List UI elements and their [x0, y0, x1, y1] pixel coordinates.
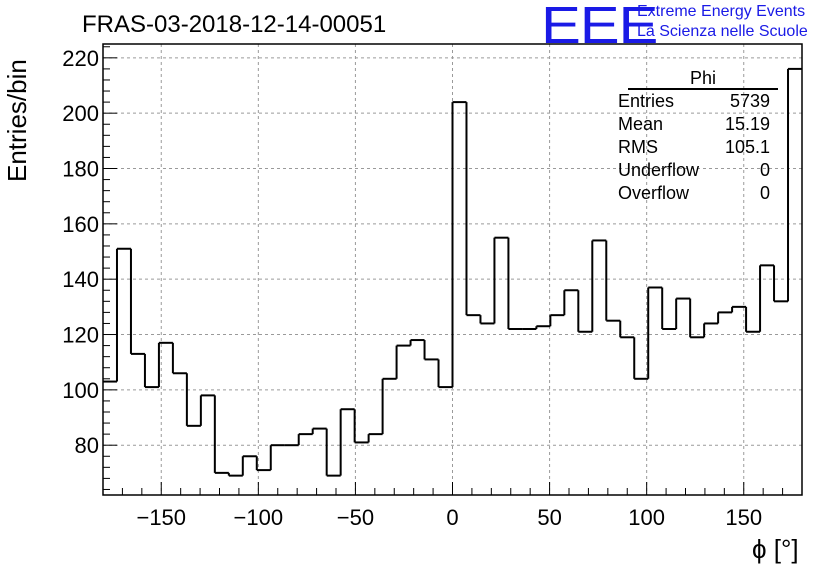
eee-logo: EEE [541, 0, 658, 55]
x-tick-label: −100 [234, 505, 284, 530]
stats-row-entries: Entries 5739 [608, 90, 778, 113]
y-tick-label: 140 [62, 267, 99, 292]
stats-label: Mean [618, 114, 664, 134]
x-axis-label: ϕ [°] [752, 534, 799, 564]
stats-label: Underflow [618, 160, 700, 180]
y-tick-label: 80 [75, 433, 99, 458]
x-tick-label: −50 [337, 505, 374, 530]
y-tick-label: 160 [62, 212, 99, 237]
x-tick-label: 0 [446, 505, 458, 530]
y-axis-label: Entries/bin [2, 59, 32, 182]
x-tick-label: 50 [537, 505, 561, 530]
y-tick-label: 120 [62, 323, 99, 348]
stats-label: RMS [618, 137, 658, 157]
stats-row-overflow: Overflow 0 [608, 182, 778, 205]
stats-label: Entries [618, 91, 675, 111]
x-tick-label: 150 [725, 505, 762, 530]
y-tick-label: 200 [62, 101, 99, 126]
x-tick-label: −150 [136, 505, 186, 530]
y-tick-label: 180 [62, 157, 99, 182]
org-name: Extreme Energy Events [637, 3, 806, 20]
stats-title: Phi [628, 68, 778, 90]
stats-value: 5739 [729, 91, 770, 111]
stats-value: 0 [759, 160, 770, 180]
stats-label: Overflow [618, 183, 690, 203]
stats-row-underflow: Underflow 0 [608, 159, 778, 182]
stats-value: 105.1 [724, 137, 770, 157]
chart-title: FRAS-03-2018-12-14-00051 [82, 11, 387, 38]
stats-row-mean: Mean 15.19 [608, 113, 778, 136]
org-subtitle: La Scienza nelle Scuole [637, 23, 808, 40]
x-tick-label: 100 [628, 505, 665, 530]
y-tick-label: 220 [62, 46, 99, 71]
stats-value: 0 [759, 183, 770, 203]
stats-value: 15.19 [724, 114, 770, 134]
y-tick-label: 100 [62, 378, 99, 403]
stats-row-rms: RMS 105.1 [608, 136, 778, 159]
stats-box: Phi Entries 5739 Mean 15.19 RMS 105.1 Un… [608, 68, 778, 205]
